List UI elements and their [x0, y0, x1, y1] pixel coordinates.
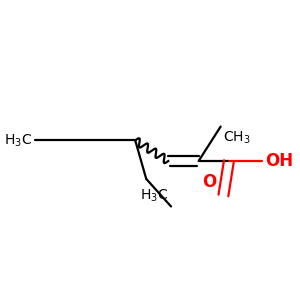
- Text: H$_3$C: H$_3$C: [140, 187, 168, 204]
- Text: OH: OH: [265, 152, 293, 170]
- Text: O: O: [202, 173, 217, 191]
- Text: H$_3$C: H$_3$C: [4, 132, 32, 148]
- Text: CH$_3$: CH$_3$: [224, 129, 251, 146]
